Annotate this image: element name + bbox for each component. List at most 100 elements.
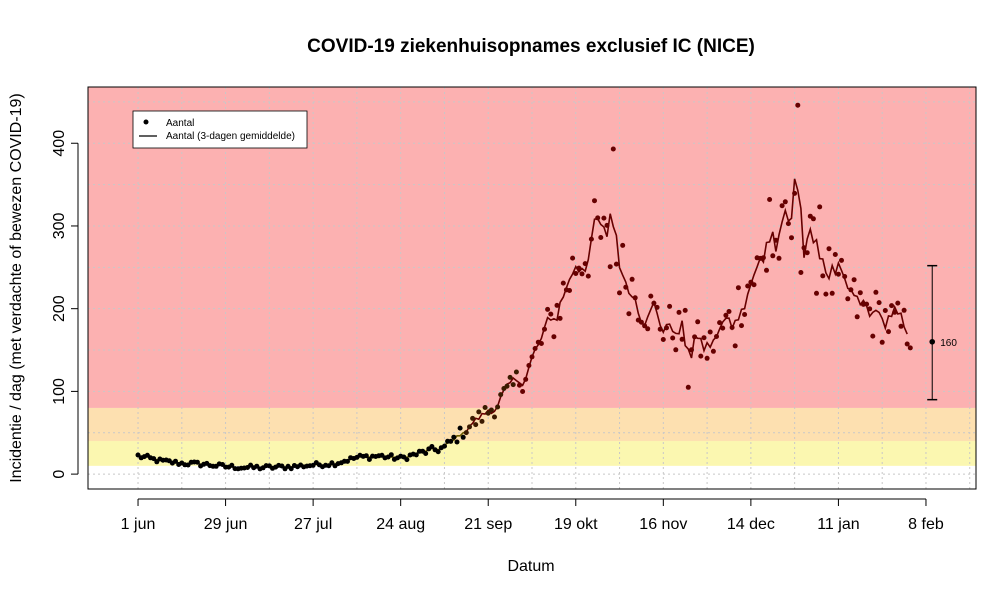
data-point [451, 434, 457, 440]
x-tick-label: 11 jan [817, 516, 859, 533]
data-point [620, 242, 626, 248]
data-point [720, 325, 726, 331]
x-tick-label: 19 okt [554, 516, 598, 533]
data-point [507, 374, 513, 380]
data-point [839, 257, 844, 263]
data-point [701, 335, 707, 341]
data-point [751, 282, 757, 288]
data-point [845, 296, 851, 302]
data-point [729, 325, 735, 330]
data-point [867, 306, 873, 312]
data-point [710, 348, 716, 354]
data-point [288, 466, 294, 472]
data-point [645, 326, 651, 332]
data-point [454, 439, 460, 445]
data-point [904, 341, 910, 347]
data-point [864, 301, 870, 307]
data-point [657, 326, 663, 332]
data-point [607, 264, 613, 270]
data-point [779, 203, 785, 209]
data-point [626, 311, 632, 317]
data-point [857, 290, 863, 296]
data-point [795, 102, 801, 108]
data-point [404, 457, 410, 463]
data-point [485, 410, 491, 416]
data-point [739, 323, 744, 329]
data-point [886, 329, 891, 335]
data-point [520, 389, 526, 394]
data-point [707, 329, 713, 335]
data-point [717, 320, 723, 326]
data-point [560, 280, 566, 286]
data-point [798, 270, 804, 275]
data-point [585, 273, 591, 279]
data-point [579, 271, 585, 277]
x-tick-label: 21 sep [464, 516, 512, 533]
data-point [457, 425, 463, 431]
data-point [764, 267, 769, 273]
y-tick-label: 0 [51, 470, 68, 479]
estimate-annotation: 160 [927, 264, 957, 401]
data-point [667, 303, 673, 309]
data-point [629, 276, 635, 282]
data-point [632, 295, 638, 301]
data-point [551, 334, 557, 340]
data-point [479, 418, 485, 424]
data-point [538, 341, 544, 346]
data-point [194, 459, 200, 465]
data-point [814, 290, 819, 296]
data-point [726, 309, 732, 314]
data-point [848, 287, 854, 293]
data-point [504, 383, 510, 389]
data-point [492, 414, 497, 420]
x-tick-label: 27 jul [294, 516, 332, 533]
x-axis-label: Datum [507, 558, 554, 575]
data-point [554, 302, 560, 308]
x-tick-label: 1 jun [121, 516, 156, 533]
data-point [832, 252, 838, 257]
data-point [745, 283, 751, 289]
data-point [482, 405, 488, 410]
data-point [776, 255, 782, 261]
data-point [573, 271, 579, 276]
data-point [363, 453, 369, 459]
data-point [892, 309, 898, 315]
data-point [829, 290, 835, 296]
x-tick-label: 16 nov [639, 516, 687, 533]
data-point [413, 452, 419, 458]
data-point [870, 333, 876, 339]
data-point [817, 204, 823, 210]
data-point [820, 273, 826, 279]
data-point [570, 255, 576, 261]
daily-points-layer [135, 102, 913, 472]
grid-lines [88, 87, 976, 489]
data-point [679, 336, 685, 342]
legend-point-symbol [143, 119, 149, 125]
data-point [660, 337, 666, 342]
data-point [526, 363, 532, 368]
data-point [588, 236, 594, 242]
data-point [582, 261, 588, 267]
data-point [901, 307, 907, 313]
data-point [651, 300, 657, 306]
data-point [695, 319, 701, 325]
data-point [151, 456, 157, 462]
data-point [676, 309, 682, 315]
data-point [673, 347, 679, 353]
data-point [517, 382, 522, 388]
data-point [654, 304, 660, 310]
data-point [792, 190, 798, 196]
data-point [689, 347, 694, 353]
data-point [548, 311, 554, 317]
data-point [670, 335, 676, 341]
legend-box [132, 110, 308, 149]
data-point [823, 291, 829, 297]
x-axis: 1 jun 29 jun 27 jul 24 aug 21 sep 19 okt 16 no… [121, 498, 944, 533]
data-point [429, 444, 435, 449]
y-axis-label: Incidentie / dag (met verdachte of bewez… [8, 93, 25, 483]
legend: Aantal Aantal (3-dagen gemiddelde) [132, 110, 308, 149]
data-point [610, 146, 616, 152]
data-point [664, 325, 669, 331]
data-point [513, 369, 519, 375]
